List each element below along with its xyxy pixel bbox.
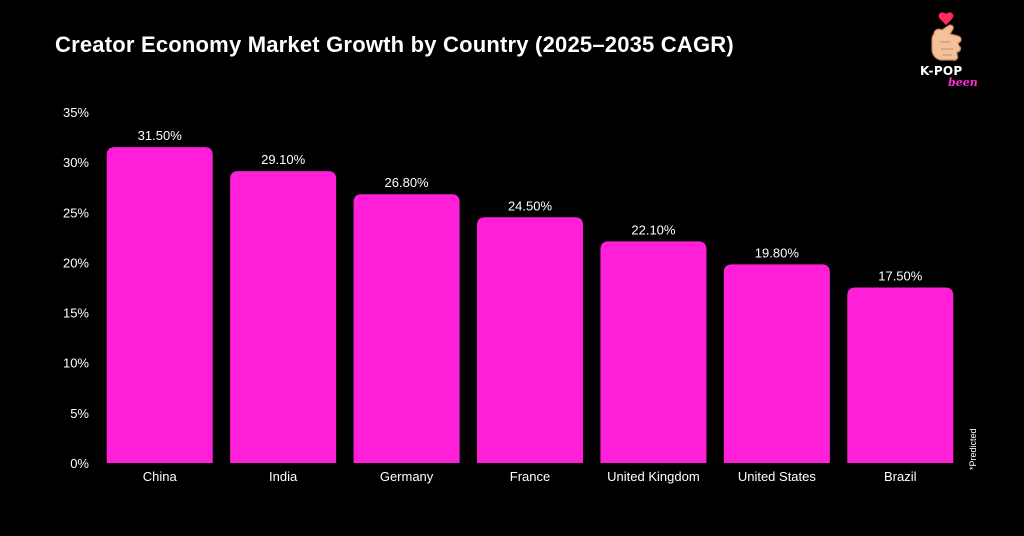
data-label: 22.10% (631, 222, 676, 237)
y-tick-label: 10% (63, 356, 89, 371)
x-tick-label: Brazil (884, 469, 917, 484)
kpop-been-logo: K-POP been (912, 12, 992, 89)
bar (847, 287, 954, 463)
y-tick-label: 15% (63, 306, 89, 321)
y-tick-label: 35% (63, 105, 89, 120)
data-label: 26.80% (385, 175, 430, 190)
bar (723, 264, 830, 463)
bar (600, 241, 707, 463)
bar (353, 194, 460, 463)
data-label: 29.10% (261, 152, 306, 167)
data-label: 31.50% (138, 128, 183, 143)
predicted-footnote: *Predicted (968, 428, 978, 470)
logo-subtext: been (948, 76, 978, 89)
x-tick-label: United Kingdom (607, 469, 700, 484)
x-tick-label: United States (738, 469, 817, 484)
bar (230, 171, 337, 463)
data-label: 17.50% (878, 269, 923, 284)
y-tick-label: 0% (70, 456, 89, 471)
data-label: 19.80% (755, 245, 800, 260)
y-tick-label: 25% (63, 205, 89, 220)
y-tick-label: 30% (63, 155, 89, 170)
chart-title: Creator Economy Market Growth by Country… (55, 32, 734, 57)
x-tick-label: France (510, 469, 550, 484)
bar (477, 217, 583, 463)
y-tick-label: 20% (63, 255, 89, 270)
data-label: 24.50% (508, 198, 553, 213)
x-tick-label: India (269, 469, 298, 484)
logo-wordmark: K-POP (920, 64, 963, 78)
bar (106, 147, 213, 463)
x-tick-label: China (143, 469, 178, 484)
y-tick-label: 5% (70, 406, 89, 421)
x-tick-label: Germany (380, 469, 434, 484)
finger-heart-hand-icon (931, 12, 962, 61)
